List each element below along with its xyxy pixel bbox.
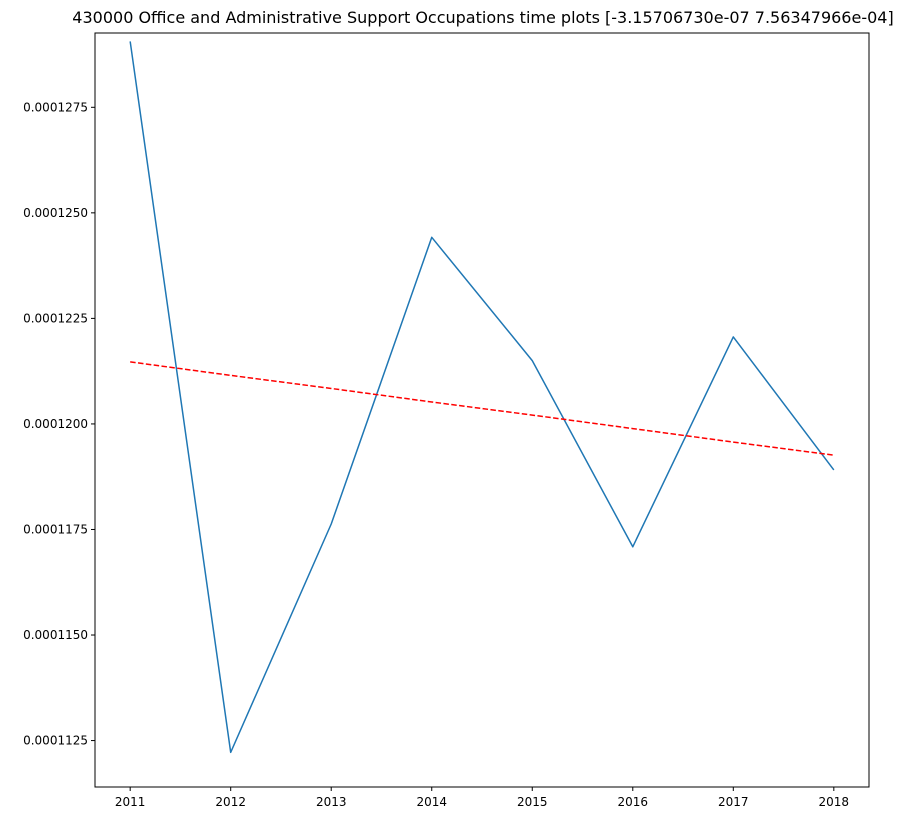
axes-frame: [94, 32, 870, 788]
x-tick-label: 2018: [819, 795, 850, 809]
x-tick-label: 2014: [416, 795, 447, 809]
y-tick-label: 0.0001225: [23, 311, 88, 325]
y-tick-label: 0.0001200: [23, 417, 88, 431]
x-tick-label: 2012: [215, 795, 246, 809]
trend-line: [130, 361, 834, 456]
chart-title: 430000 Office and Administrative Support…: [72, 8, 893, 27]
x-tick-label: 2013: [316, 795, 347, 809]
x-tick-label: 2011: [115, 795, 146, 809]
y-tick-label: 0.0001250: [23, 206, 88, 220]
y-axis: 0.0001125 0.0001150 0.0001175 0.0001200 0.00…: [23, 100, 95, 748]
series-line: [129, 41, 835, 754]
y-tick-label: 0.0001125: [23, 734, 88, 748]
x-tick-label: 2016: [618, 795, 649, 809]
y-tick-label: 0.0001150: [23, 628, 88, 642]
x-tick-label: 2015: [517, 795, 548, 809]
y-tick-label: 0.0001175: [23, 522, 88, 536]
series-layer: [129, 41, 835, 754]
x-axis: 2011 2012 2013 2014 2015 2016 2017 2018: [115, 787, 849, 809]
x-tick-label: 2017: [718, 795, 749, 809]
y-tick-label: 0.0001275: [23, 100, 88, 114]
